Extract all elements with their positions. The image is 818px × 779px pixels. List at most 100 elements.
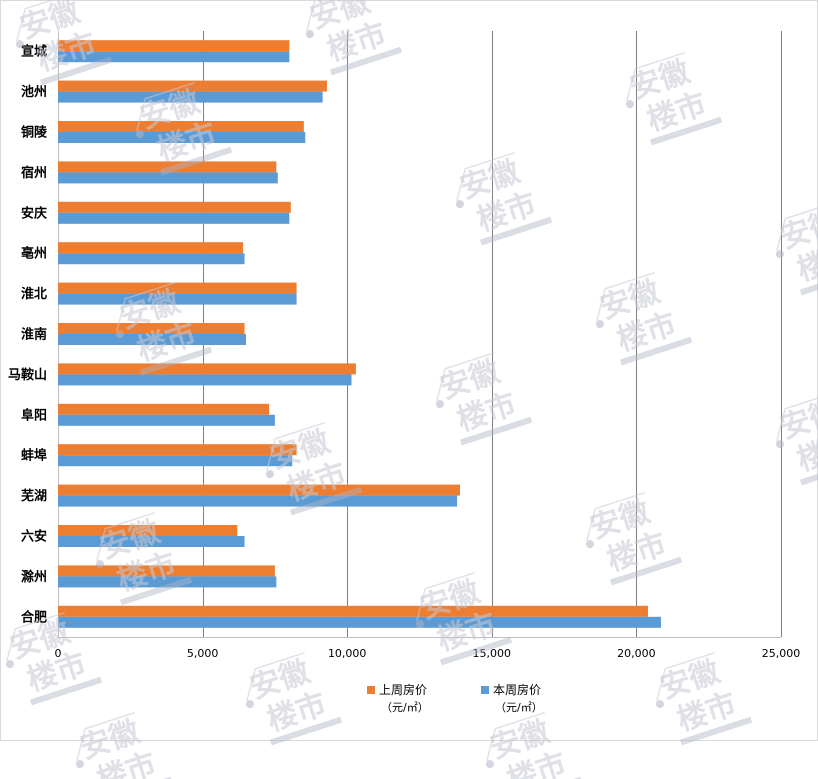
bar-last-week [58, 484, 460, 496]
watermark-bar [159, 146, 233, 176]
watermark-dot [585, 540, 594, 549]
watermark-dot [5, 660, 14, 669]
bar-this-week [58, 172, 278, 184]
watermark-outline [136, 81, 195, 132]
category-label: 亳州 [21, 246, 47, 262]
category-label: 淮南 [20, 327, 47, 343]
bars [58, 40, 661, 628]
watermark-dot [305, 30, 314, 39]
legend-label: 本周房价 [493, 682, 541, 697]
watermark-dot [625, 100, 634, 109]
bar-this-week [58, 334, 246, 345]
legend-swatch [367, 686, 375, 694]
watermark-outline [16, 0, 75, 42]
watermark-dot [15, 40, 24, 49]
watermark-outline [586, 491, 645, 542]
watermark-bar [269, 716, 343, 746]
legend-label: 上周房价 [379, 682, 427, 697]
category-label: 滁州 [21, 569, 47, 585]
category-label: 六安 [21, 529, 47, 545]
category-label: 芜湖 [21, 488, 47, 504]
watermark-bar [479, 216, 553, 246]
bar-this-week [58, 495, 458, 507]
watermark-outline [776, 201, 818, 252]
watermark-dot [435, 400, 444, 409]
category-label: 铜陵 [20, 125, 48, 141]
bar-last-week [58, 161, 277, 173]
watermark-dot [775, 440, 784, 449]
x-tick-labels: 0 5,000 10,000 15,000 20,000 25,000 [55, 647, 801, 660]
legend-item-this-week: 本周房价 （元/㎡） [481, 682, 543, 714]
watermark-outline [486, 711, 545, 762]
watermark-outline [306, 0, 365, 32]
x-tick-label: 0 [55, 647, 62, 660]
bar-last-week [58, 323, 245, 334]
category-label: 蚌埠 [21, 448, 47, 464]
category-label: 宣城 [21, 44, 47, 60]
bar-this-week [58, 576, 277, 588]
x-tick-label: 5,000 [187, 647, 219, 660]
bar-this-week [58, 51, 290, 63]
category-label: 安庆 [21, 205, 47, 221]
bar-last-week [58, 363, 356, 375]
watermark-bar [649, 116, 723, 146]
watermark-dot [135, 130, 144, 139]
watermark-bar [609, 556, 683, 586]
bar-this-week [58, 91, 323, 103]
bar-last-week [58, 121, 304, 132]
watermark-bar [139, 346, 213, 376]
bar-last-week [58, 80, 327, 92]
bar-this-week [58, 293, 297, 305]
bar-last-week [58, 525, 238, 536]
watermark-dot [775, 250, 784, 259]
x-tick-label: 20,000 [617, 647, 656, 660]
watermark-bar [119, 576, 193, 606]
x-tick-label: 25,000 [762, 647, 801, 660]
bar-this-week [58, 212, 290, 224]
watermark-dot [595, 320, 604, 329]
watermark-bar [289, 486, 363, 516]
watermark-dot [415, 620, 424, 629]
x-tick-label: 15,000 [473, 647, 512, 660]
bar-last-week [58, 242, 244, 254]
bar-this-week [58, 132, 306, 143]
watermark-outline [416, 571, 475, 622]
watermark-outline [96, 511, 155, 562]
watermark-dot [75, 760, 84, 769]
legend-unit: （元/㎡） [381, 701, 429, 714]
watermark-bar [679, 716, 753, 746]
category-label: 宿州 [21, 165, 47, 181]
watermark-bar [619, 336, 693, 366]
watermark-outline [626, 51, 685, 102]
bar-last-week [58, 565, 275, 577]
x-tick-label: 10,000 [328, 647, 367, 660]
watermark-dot [265, 470, 274, 479]
bar-this-week [58, 616, 661, 628]
watermark-dot [455, 200, 464, 209]
category-label: 池州 [21, 84, 47, 100]
watermark-bar [459, 416, 533, 446]
watermark-dot [655, 700, 664, 709]
bar-last-week [58, 201, 291, 213]
bar-last-week [58, 444, 297, 456]
watermark-outline [76, 711, 135, 762]
watermark-outline [456, 151, 515, 202]
bar-last-week [58, 282, 297, 294]
watermark-dot [485, 760, 494, 769]
watermark-outline [656, 651, 715, 702]
